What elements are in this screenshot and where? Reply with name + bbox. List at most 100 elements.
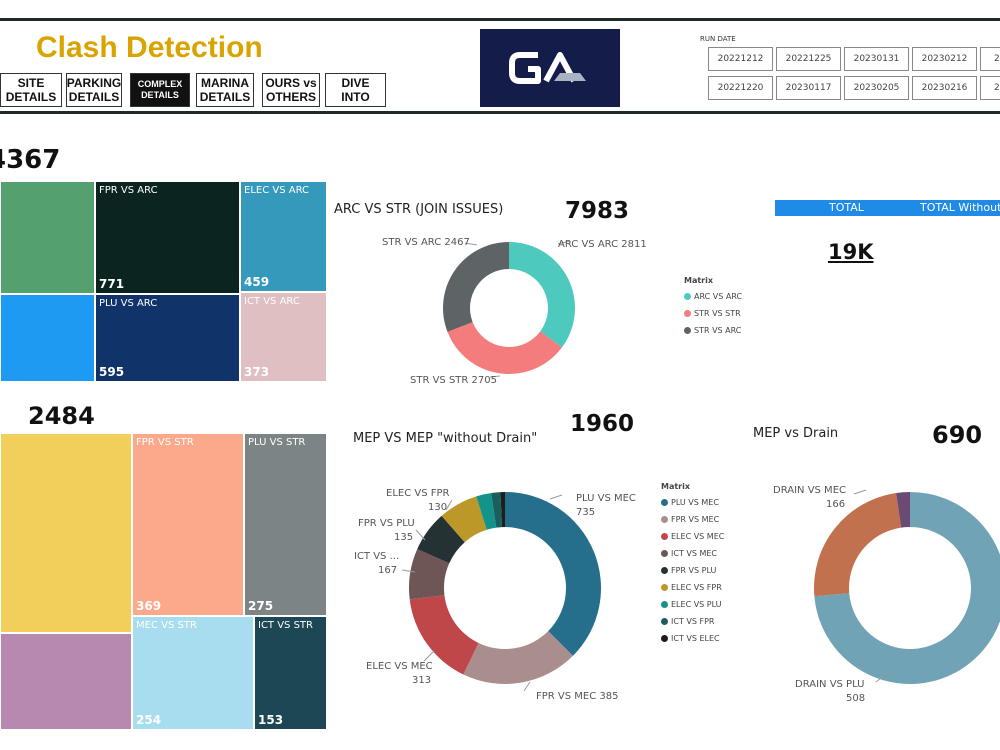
nav-line: DETAILS	[199, 90, 251, 104]
legend-item[interactable]: ARC VS ARC	[684, 288, 742, 305]
nav-line: DETAILS	[5, 90, 57, 104]
nav-site-details-button[interactable]: SITE DETAILS	[0, 73, 62, 107]
leader-line	[401, 569, 416, 573]
run-date-button[interactable]: 20230205	[844, 76, 909, 100]
donut-slice-ict-vs-elec[interactable]	[500, 492, 505, 528]
legend-label: ICT VS FPR	[671, 617, 715, 626]
nav-line: DETAILS	[68, 90, 120, 104]
treemap-tile-fpr-vs-arc[interactable]: FPR VS ARC 771	[95, 181, 240, 294]
legend-dot-icon	[684, 293, 691, 300]
donut-slice-elec-vs-fpr[interactable]	[441, 496, 487, 543]
treemap-tile[interactable]	[0, 294, 95, 382]
mep-vs-drain-total: 690	[932, 421, 983, 449]
legend-item[interactable]: FPR VS MEC	[661, 511, 724, 528]
nav-parking-details-button[interactable]: PARKING DETAILS	[66, 73, 122, 107]
nav-line: COMPLEX	[137, 79, 183, 89]
donut-slice-fpr-vs-plu[interactable]	[417, 515, 465, 564]
run-date-button[interactable]: 20221220	[708, 76, 773, 100]
tile-value: 153	[258, 713, 284, 727]
slice-value: 735	[576, 507, 595, 518]
nav-complex-details-button[interactable]: COMPLEX DETAILS	[130, 73, 190, 107]
slice-value: 167	[378, 565, 397, 576]
arc-vs-str-donut-chart: ARC VS ARC 2811 STR VS ARC 2467 STR VS S…	[382, 237, 647, 386]
donut-slice-arc-vs-arc[interactable]	[509, 242, 575, 348]
mep-vs-mep-title: MEP VS MEP "without Drain"	[353, 431, 538, 446]
legend-item[interactable]: STR VS ARC	[684, 322, 742, 339]
run-date-button[interactable]: 20221212	[708, 47, 773, 71]
mep-vs-mep-legend: Matrix PLU VS MEC FPR VS MEC ELEC VS MEC…	[661, 482, 724, 647]
donut-slice-str-vs-str[interactable]	[447, 322, 562, 374]
legend-title: Matrix	[661, 482, 691, 491]
donut-slice-plu-vs-mec[interactable]	[505, 492, 601, 656]
legend-item[interactable]: ICT VS MEC	[661, 545, 724, 562]
nav-line: SITE	[17, 76, 45, 90]
run-date-button[interactable]: 2	[980, 76, 1000, 100]
legend-item[interactable]: ELEC VS FPR	[661, 579, 724, 596]
donut-slice-elec-vs-mec[interactable]	[409, 595, 479, 675]
run-date-button[interactable]: 20230131	[844, 47, 909, 71]
donut-slice-ict-vs-[interactable]	[409, 549, 450, 600]
donut-slice-ict-vs-fpr[interactable]	[491, 492, 503, 528]
treemap-tile-ict-vs-arc[interactable]: ICT VS ARC 373	[240, 292, 327, 382]
legend-dot-icon	[661, 516, 668, 523]
total-value: 19K	[828, 240, 874, 264]
leader-line	[445, 499, 453, 511]
slice-label-str-vs-str: STR VS STR 2705	[410, 375, 497, 386]
run-date-label: RUN DATE	[700, 35, 736, 43]
legend-dot-icon	[661, 533, 668, 540]
nav-dive-into-button[interactable]: DIVE INTO	[325, 73, 386, 107]
legend-item[interactable]: PLU VS MEC	[661, 494, 724, 511]
legend-dot-icon	[661, 550, 668, 557]
treemap-tile-ict-vs-str[interactable]: ICT VS STR 153	[254, 616, 327, 730]
donut-slice-drain-vs-mec[interactable]	[814, 493, 902, 597]
tile-label: PLU VS STR	[248, 437, 306, 448]
legend-item[interactable]: STR VS STR	[684, 305, 742, 322]
nav-line: OTHERS	[265, 90, 316, 104]
legend-item[interactable]: ICT VS FPR	[661, 613, 724, 630]
nav-ours-vs-others-button[interactable]: OURS vs OTHERS	[262, 73, 320, 107]
donut-slice-fpr-vs-mec[interactable]	[463, 631, 573, 684]
treemap-tile-plu-vs-str[interactable]: PLU VS STR 275	[244, 433, 327, 616]
treemap-tile[interactable]	[0, 633, 132, 730]
legend-item[interactable]: ELEC VS PLU	[661, 596, 724, 613]
donut-slice-other[interactable]	[896, 492, 910, 528]
treemap-tile-fpr-vs-str[interactable]: FPR VS STR 369	[132, 433, 244, 616]
treemap-tile-elec-vs-arc[interactable]: ELEC VS ARC 459	[240, 181, 327, 292]
mep-vs-drain-title: MEP vs Drain	[753, 426, 839, 441]
legend-item[interactable]: ELEC VS MEC	[661, 528, 724, 545]
legend-label: FPR VS MEC	[671, 515, 720, 524]
treemap-tile-mec-vs-str[interactable]: MEC VS STR 254	[132, 616, 254, 730]
nav-marina-details-button[interactable]: MARINA DETAILS	[196, 73, 254, 107]
donut-slice-drain-vs-plu[interactable]	[814, 492, 1000, 684]
run-date-button[interactable]: 20230212	[912, 47, 977, 71]
run-date-button[interactable]: 20221225	[776, 47, 841, 71]
treemap-tile-plu-vs-arc[interactable]: PLU VS ARC 595	[95, 294, 240, 382]
mep-vs-mep-donut-chart: PLU VS MEC 735 FPR VS MEC 385 ELEC VS ME…	[354, 488, 636, 702]
total-header-label: TOTAL	[829, 201, 864, 214]
leader-line	[549, 494, 563, 500]
slice-value: 166	[826, 499, 845, 510]
tile-value: 459	[244, 275, 270, 289]
donut-slices	[443, 242, 575, 374]
treemap-tile[interactable]	[0, 433, 132, 633]
slice-value: 313	[412, 675, 431, 686]
leader-line	[557, 240, 571, 245]
mep-vs-drain-donut-chart: DRAIN VS MEC 166 DRAIN VS PLU 508	[773, 485, 1000, 704]
run-date-button[interactable]: 20230117	[776, 76, 841, 100]
legend-item[interactable]: FPR VS PLU	[661, 562, 724, 579]
slice-value: 135	[394, 532, 413, 543]
total-without-header-label: TOTAL Without	[920, 201, 1000, 214]
page-title: Clash Detection	[36, 31, 263, 64]
legend-label: ICT VS ELEC	[671, 634, 720, 643]
run-date-button[interactable]: 20230216	[912, 76, 977, 100]
nav-line: PARKING	[66, 76, 122, 90]
treemap-tile[interactable]	[0, 181, 95, 294]
run-date-button[interactable]: 2	[980, 47, 1000, 71]
legend-item[interactable]: ICT VS ELEC	[661, 630, 724, 647]
donut-slice-elec-vs-plu[interactable]	[476, 492, 497, 530]
leader-line	[489, 375, 501, 378]
donut-slice-str-vs-arc[interactable]	[443, 242, 509, 332]
tile-label: MEC VS STR	[136, 620, 197, 631]
mep-vs-mep-total: 1960	[570, 411, 635, 437]
slice-label: ELEC VS MEC	[366, 661, 433, 672]
